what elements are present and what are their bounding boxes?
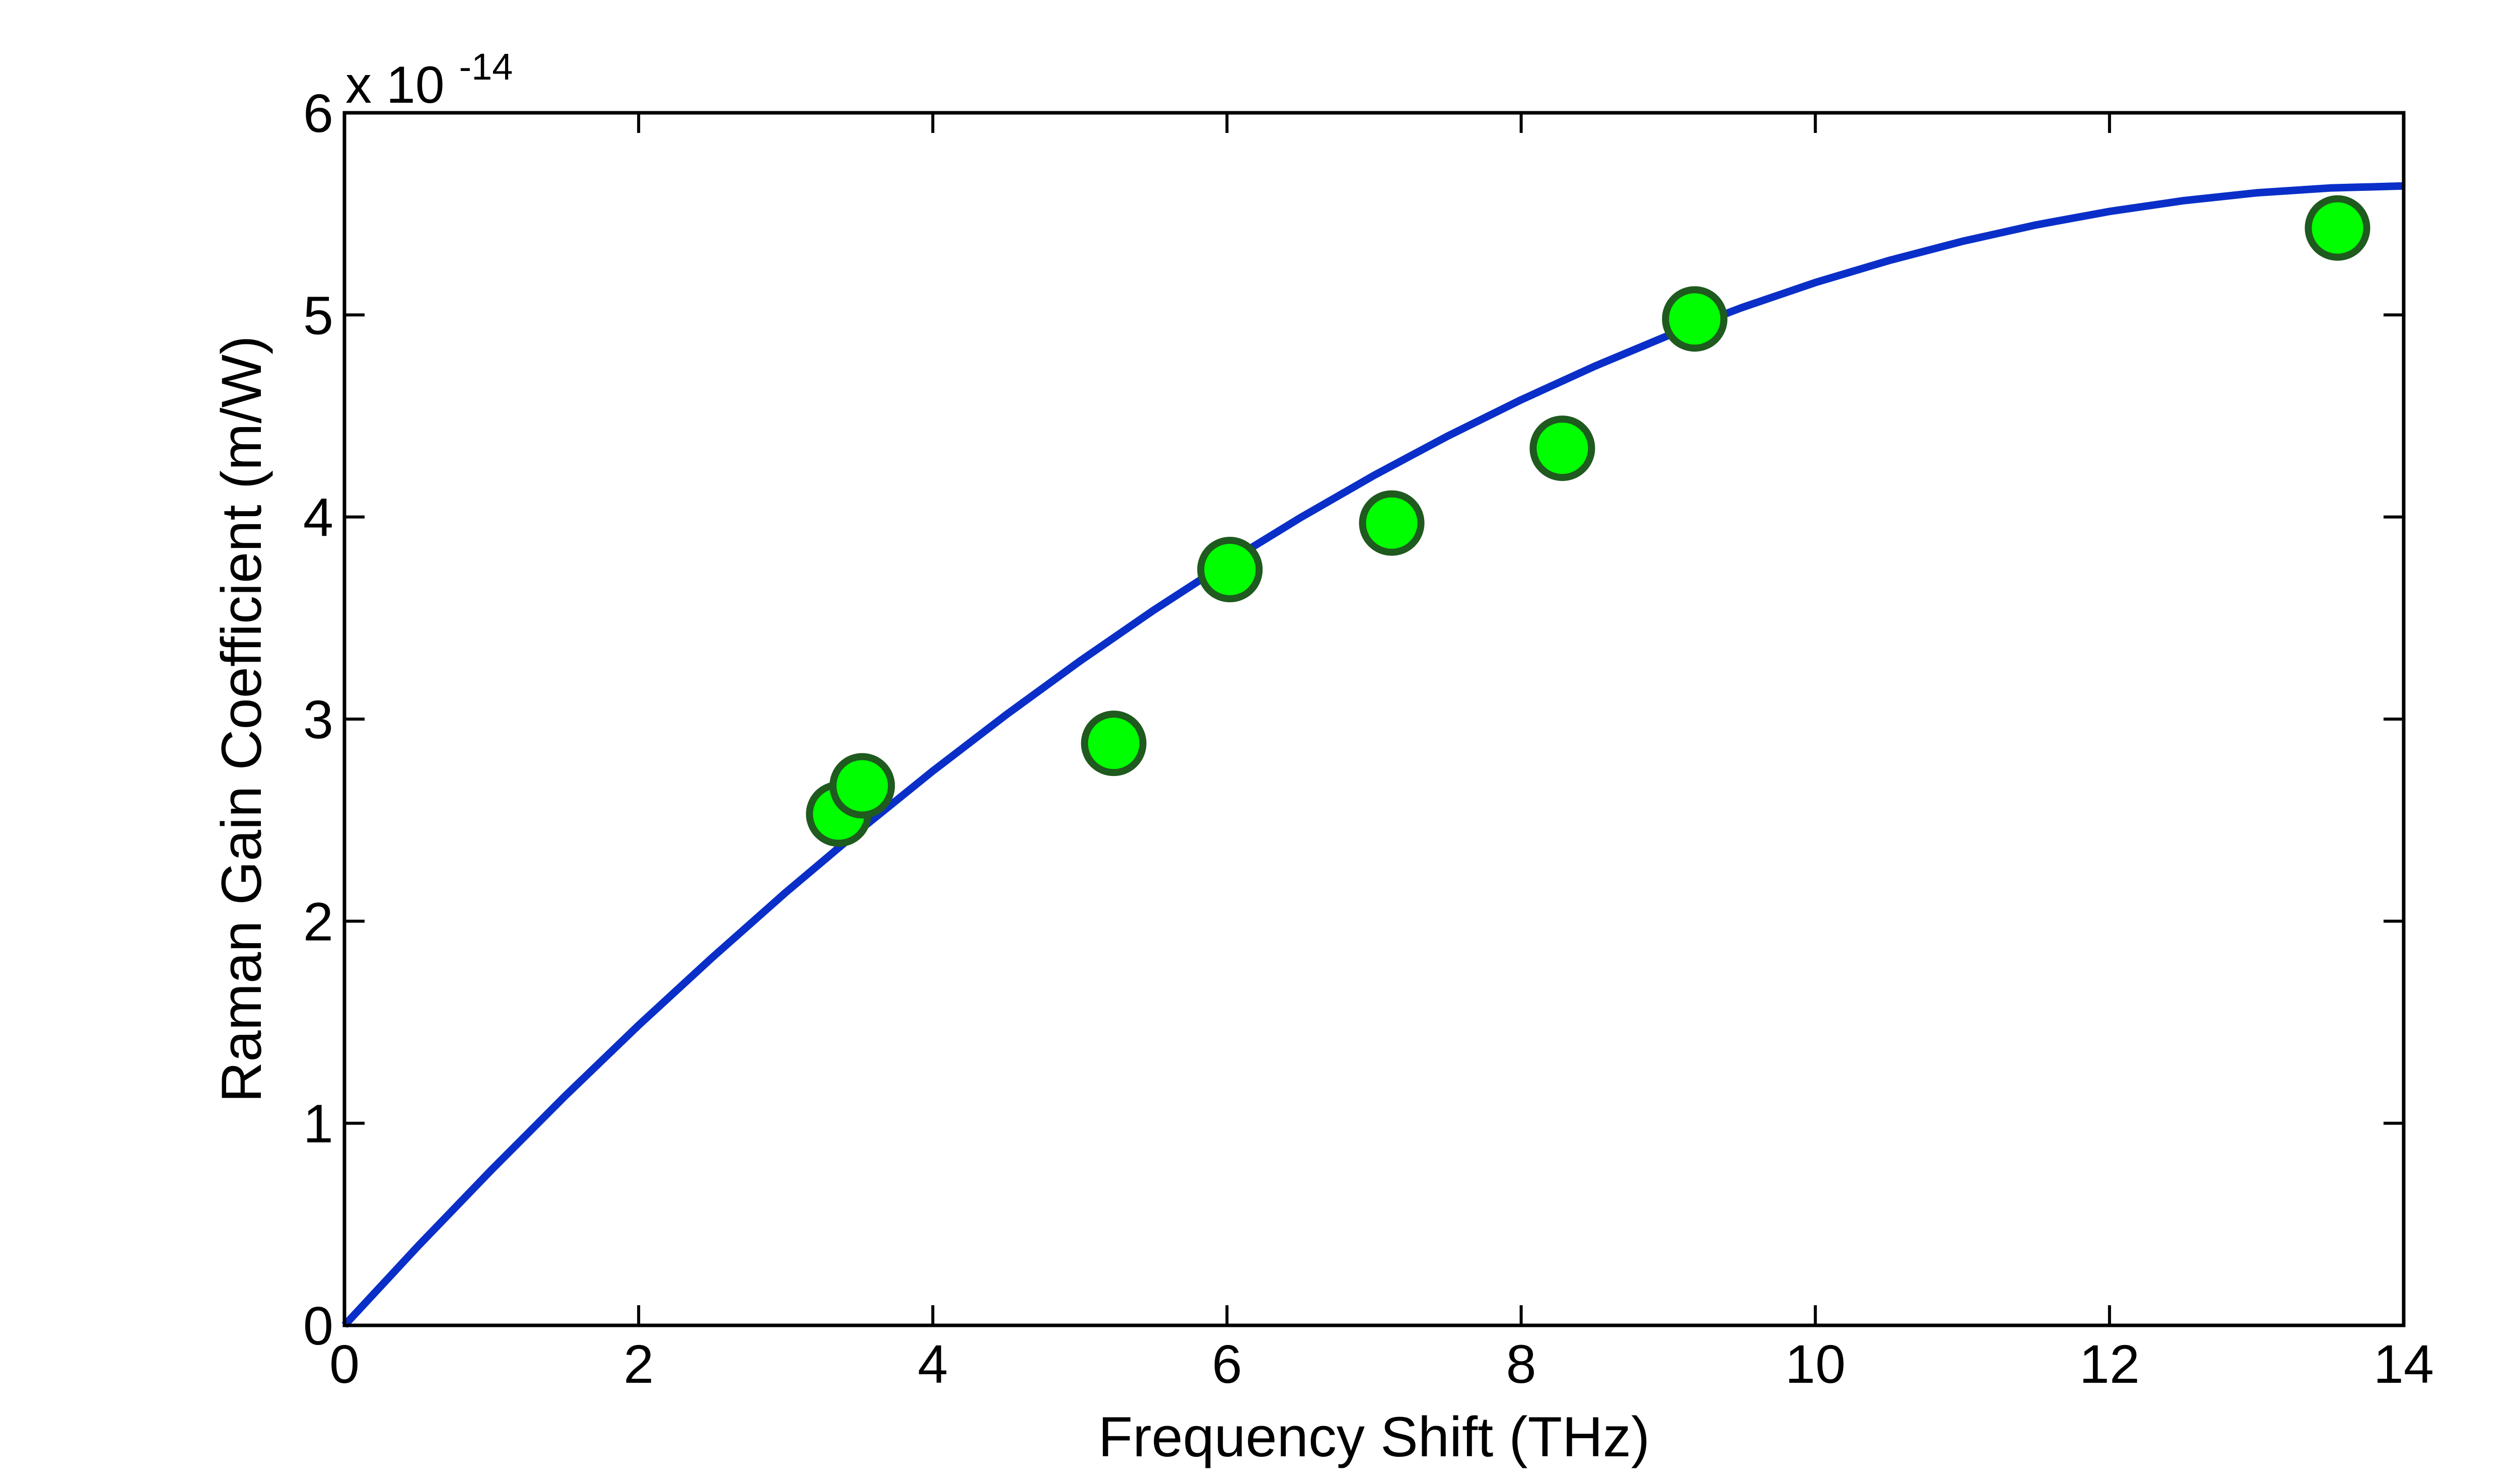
data-point bbox=[2304, 195, 2370, 261]
x-tick-label: 8 bbox=[1506, 1333, 1536, 1394]
y-scale-factor: x 10 -14 bbox=[345, 46, 513, 114]
y-tick-label: 2 bbox=[303, 891, 333, 952]
data-points-layer bbox=[806, 195, 2370, 847]
y-axis-label: Raman Gain Coefficient (m/W) bbox=[210, 336, 273, 1103]
y-tick-labels: 0 1 2 3 4 5 6 bbox=[303, 83, 333, 1356]
fit-line-layer bbox=[341, 182, 2404, 1328]
data-point bbox=[829, 753, 895, 819]
data-point bbox=[1529, 415, 1595, 481]
data-point bbox=[1197, 537, 1263, 603]
y-tick-label: 0 bbox=[303, 1295, 333, 1356]
x-tick-label: 10 bbox=[1785, 1333, 1846, 1394]
y-scale-base: x 10 bbox=[345, 56, 445, 114]
plot-frame bbox=[342, 111, 2406, 1327]
y-tick-label: 1 bbox=[303, 1093, 333, 1154]
x-tick-label: 0 bbox=[329, 1333, 360, 1394]
data-point bbox=[1081, 711, 1147, 776]
x-tick-labels: 0 2 4 6 8 10 12 14 bbox=[329, 1333, 2434, 1394]
y-tick-label: 6 bbox=[303, 83, 333, 144]
y-tick-label: 5 bbox=[303, 285, 333, 345]
y-tick-label: 3 bbox=[303, 689, 333, 750]
y-tick-label: 4 bbox=[303, 487, 333, 548]
fit-curve bbox=[341, 182, 2404, 1328]
data-point bbox=[1359, 490, 1425, 556]
x-axis-label: Frequency Shift (THz) bbox=[1098, 1405, 1650, 1468]
data-point bbox=[1662, 286, 1728, 352]
x-tick-label: 2 bbox=[623, 1333, 654, 1394]
x-tick-label: 4 bbox=[918, 1333, 948, 1394]
y-scale-exponent: -14 bbox=[459, 46, 513, 88]
x-tick-label: 12 bbox=[2079, 1333, 2140, 1394]
x-tick-label: 6 bbox=[1212, 1333, 1242, 1394]
x-tick-label: 14 bbox=[2373, 1333, 2434, 1394]
